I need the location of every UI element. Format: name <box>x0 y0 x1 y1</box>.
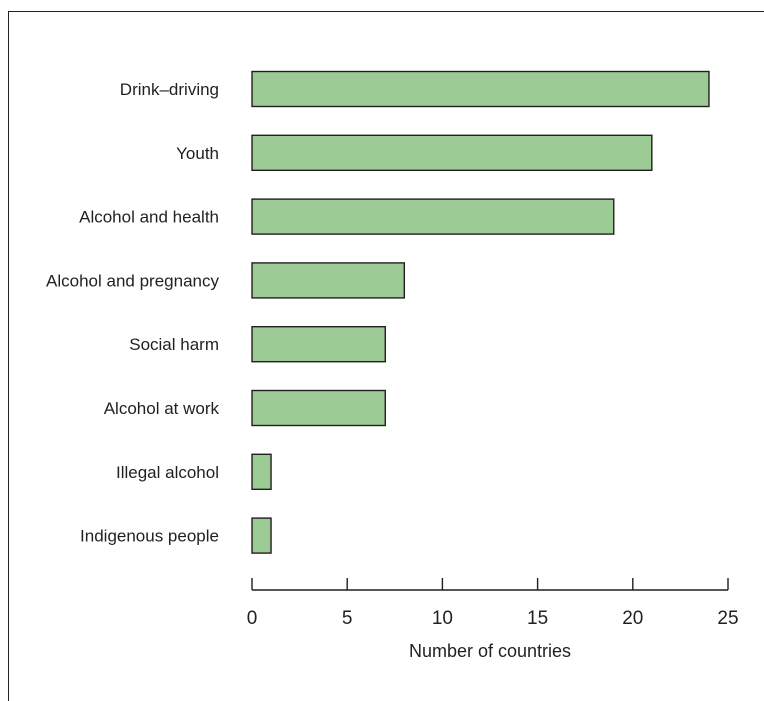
bar <box>251 517 272 554</box>
x-tick-label: 25 <box>717 608 738 629</box>
category-label: Indigenous people <box>80 527 219 546</box>
category-label: Alcohol at work <box>104 399 220 418</box>
category-label: Alcohol and pregnancy <box>46 271 219 290</box>
category-label: Illegal alcohol <box>116 463 219 482</box>
bar <box>251 453 272 490</box>
x-tick-label: 0 <box>247 608 258 629</box>
bar <box>251 262 406 299</box>
x-tick-label: 15 <box>527 608 548 629</box>
x-axis: 0 5 10 15 20 25 <box>247 578 739 629</box>
category-labels: Drink–driving Youth Alcohol and health Alco… <box>46 80 219 546</box>
bar-chart: Drink–driving Youth Alcohol and health Alco… <box>46 70 739 661</box>
x-tick-label: 5 <box>342 608 353 629</box>
category-label: Social harm <box>129 335 219 354</box>
bars-layer <box>251 70 710 554</box>
bar <box>251 134 653 172</box>
category-label: Youth <box>176 144 219 163</box>
category-label: Drink–driving <box>120 80 219 99</box>
chart-frame <box>8 11 764 701</box>
bar <box>251 326 386 363</box>
bar <box>251 70 710 108</box>
category-label: Alcohol and health <box>79 208 219 227</box>
x-tick-label: 10 <box>432 608 453 629</box>
bar <box>251 389 386 427</box>
bar <box>251 198 615 235</box>
x-tick-label: 20 <box>622 608 643 629</box>
x-axis-title: Number of countries <box>409 641 571 661</box>
